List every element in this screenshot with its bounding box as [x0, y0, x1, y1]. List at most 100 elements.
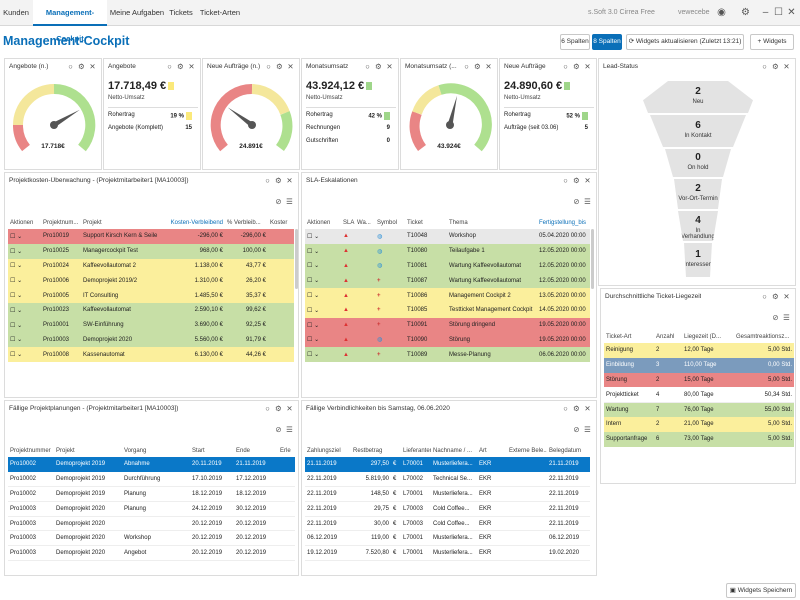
table-row[interactable]: ☐ ⌄ ▲ + T10085 Testticket Management Cockpit… [305, 302, 590, 318]
close-window-icon[interactable]: ✕ [787, 7, 796, 18]
table-row[interactable]: ☐ ⌄ ▲ + T10087 Wartung Kaffeevollautomat 12.0… [305, 273, 590, 289]
refresh-icon[interactable]: ○ [266, 62, 271, 71]
gear-icon[interactable]: ⚙ [177, 62, 184, 71]
col-header[interactable]: Erle [280, 448, 291, 454]
table-row[interactable]: 22.11.2019 148,50 € L70001 Musterliefera... E… [305, 486, 590, 502]
gear-icon[interactable]: ⚙ [573, 62, 580, 71]
chevron-down-icon[interactable]: ⌄ [314, 352, 320, 359]
chevron-down-icon[interactable]: ⌄ [314, 263, 320, 270]
row-actions[interactable]: ☐ ⌄ [305, 229, 341, 244]
col-header[interactable]: Zahlungsziel [307, 448, 341, 454]
table-row[interactable]: Reinigung 2 12,00 Tage 5,00 Std. [604, 343, 794, 358]
user-icon[interactable]: ◉ [717, 7, 726, 18]
tab-ticket-arten[interactable]: Ticket-Arten [199, 8, 241, 17]
edit-icon[interactable]: ☐ [10, 307, 16, 314]
refresh-icon[interactable]: ○ [365, 62, 370, 71]
edit-icon[interactable]: ☐ [10, 263, 16, 270]
row-actions[interactable]: ☐ ⌄ [8, 347, 41, 363]
gear-icon[interactable]: ⚙ [275, 404, 282, 413]
table-row[interactable]: ☐ ⌄ ▲ + T10086 Management Cockpit 2 13.05.202… [305, 288, 590, 303]
close-icon[interactable]: ✕ [584, 62, 591, 71]
table-row[interactable]: ☐ ⌄ Pro10024 Kaffeevollautomat 2 1.138,00 €… [8, 258, 294, 274]
col-header[interactable]: Koster [270, 220, 288, 226]
gear-icon[interactable]: ⚙ [474, 62, 481, 71]
maximize-window-icon[interactable]: ☐ [774, 7, 783, 18]
edit-icon[interactable]: ☐ [10, 248, 16, 255]
edit-icon[interactable]: ☐ [307, 233, 313, 240]
table-row[interactable]: ☐ ⌄ Pro10006 Demoprojekt 2019/2 1.310,00 €2… [8, 273, 294, 289]
col-header[interactable]: Start [192, 448, 205, 454]
close-icon[interactable]: ✕ [584, 176, 591, 185]
gear-icon[interactable]: ⚙ [772, 62, 779, 71]
chevron-down-icon[interactable]: ⌄ [314, 233, 320, 240]
save-widgets-button[interactable]: ▣ Widgets Speichern [726, 583, 796, 598]
table-row[interactable]: 21.11.2019 297,50 € L70001 Musterliefera... E… [305, 457, 590, 472]
filter-icon[interactable]: ⊘ [275, 197, 282, 206]
minimize-window-icon[interactable]: – [762, 7, 769, 18]
funnel-stage[interactable]: 6 In Kontakt [650, 115, 746, 147]
refresh-icon[interactable]: ○ [68, 62, 73, 71]
gear-icon[interactable]: ⚙ [573, 176, 580, 185]
col-header[interactable]: Fertigstellung_bis [539, 220, 587, 226]
table-row[interactable]: Pro10002 Demoprojekt 2019 Planung 18.12.201… [8, 486, 295, 502]
table-row[interactable]: ☐ ⌄ Pro10025 Managercockpit Test 968,00 €10… [8, 243, 294, 259]
refresh-icon[interactable]: ○ [762, 292, 767, 301]
gear-icon[interactable]: ⚙ [375, 62, 382, 71]
funnel-stage[interactable]: 0 On hold [665, 149, 731, 177]
table-row[interactable]: Störung 2 15,00 Tage 5,00 Std. [604, 372, 794, 388]
close-icon[interactable]: ✕ [783, 62, 790, 71]
col-header[interactable]: Kosten-Verbleibend [170, 220, 223, 226]
close-icon[interactable]: ✕ [783, 292, 790, 301]
gear-icon[interactable]: ⚙ [78, 62, 85, 71]
refresh-icon[interactable]: ○ [464, 62, 469, 71]
table-row[interactable]: ☐ ⌄ Pro10005 IT Consulting 1.485,50 €35,37 … [8, 288, 294, 303]
refresh-icon[interactable]: ○ [762, 62, 767, 71]
row-actions[interactable]: ☐ ⌄ [8, 288, 41, 303]
chevron-down-icon[interactable]: ⌄ [17, 278, 23, 285]
chevron-down-icon[interactable]: ⌄ [17, 233, 23, 240]
col-header[interactable]: Liegezeit (D... [684, 334, 722, 340]
col-header[interactable]: Projektnummer [10, 448, 51, 454]
table-row[interactable]: Pro10003 Demoprojekt 2020 Planung 24.12.201… [8, 501, 295, 517]
eight-columns-button[interactable]: 8 Spalten [592, 34, 622, 50]
edit-icon[interactable]: ☐ [307, 307, 313, 314]
menu-icon[interactable]: ☰ [584, 425, 591, 434]
edit-icon[interactable]: ☐ [10, 293, 16, 300]
edit-icon[interactable]: ☐ [307, 278, 313, 285]
menu-icon[interactable]: ☰ [286, 197, 293, 206]
table-row[interactable]: Einbildung 3 110,00 Tage 0,00 Std. [604, 357, 794, 373]
row-actions[interactable]: ☐ ⌄ [8, 258, 41, 274]
edit-icon[interactable]: ☐ [307, 322, 313, 329]
scrollbar[interactable] [295, 229, 298, 289]
tab-tickets[interactable]: Tickets [169, 8, 193, 17]
col-header[interactable]: Nachname / ... [433, 448, 473, 454]
funnel-stage[interactable]: 1 Interessent [684, 243, 712, 277]
table-row[interactable]: Intern 2 21,00 Tage 5,00 Std. [604, 416, 794, 432]
edit-icon[interactable]: ☐ [10, 352, 16, 359]
close-icon[interactable]: ✕ [286, 404, 293, 413]
chevron-down-icon[interactable]: ⌄ [17, 337, 23, 344]
chevron-down-icon[interactable]: ⌄ [314, 248, 320, 255]
refresh-icon[interactable]: ○ [265, 176, 270, 185]
chevron-down-icon[interactable]: ⌄ [17, 248, 23, 255]
row-actions[interactable]: ☐ ⌄ [8, 332, 41, 348]
funnel-stage[interactable]: 2 Vor-Ort-Termin [674, 179, 722, 209]
row-actions[interactable]: ☐ ⌄ [8, 273, 41, 289]
chevron-down-icon[interactable]: ⌄ [314, 337, 320, 344]
table-row[interactable]: Supportanfrage 6 73,00 Tage 5,00 Std. [604, 431, 794, 447]
table-row[interactable]: ☐ ⌄ Pro10023 Kaffeevollautomat 2.590,10 €99… [8, 302, 294, 318]
chevron-down-icon[interactable]: ⌄ [17, 352, 23, 359]
chevron-down-icon[interactable]: ⌄ [17, 293, 23, 300]
col-header[interactable]: Projekt [56, 448, 75, 454]
menu-icon[interactable]: ☰ [286, 425, 293, 434]
table-row[interactable]: ☐ ⌄ Pro10001 SW-Einführung 3.690,00 €92,25 … [8, 317, 294, 333]
edit-icon[interactable]: ☐ [307, 352, 313, 359]
six-columns-button[interactable]: 6 Spalten [560, 34, 590, 50]
table-row[interactable]: Pro10002 Demoprojekt 2019 Durchführung 17.1… [8, 471, 295, 488]
row-actions[interactable]: ☐ ⌄ [305, 347, 341, 363]
col-header[interactable]: SLA [343, 220, 355, 226]
settings-gear-icon[interactable]: ⚙ [741, 7, 750, 18]
row-actions[interactable]: ☐ ⌄ [305, 302, 341, 318]
col-header[interactable]: Symbol [377, 220, 398, 226]
table-row[interactable]: ☐ ⌄ ▲ + T10089 Messe-Planung 06.06.2020 00:00 [305, 347, 590, 363]
